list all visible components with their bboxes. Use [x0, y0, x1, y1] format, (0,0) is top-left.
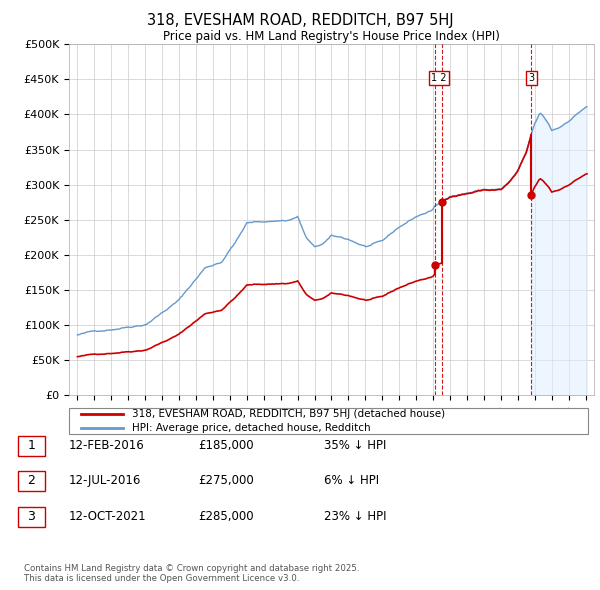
Text: 23% ↓ HPI: 23% ↓ HPI: [324, 510, 386, 523]
Title: Price paid vs. HM Land Registry's House Price Index (HPI): Price paid vs. HM Land Registry's House …: [163, 30, 500, 43]
Text: 6% ↓ HPI: 6% ↓ HPI: [324, 474, 379, 487]
Text: Contains HM Land Registry data © Crown copyright and database right 2025.
This d: Contains HM Land Registry data © Crown c…: [24, 563, 359, 583]
Text: 2: 2: [28, 474, 35, 487]
Text: 1 2: 1 2: [431, 73, 446, 83]
Text: £275,000: £275,000: [198, 474, 254, 487]
Text: 1: 1: [28, 439, 35, 452]
Text: £185,000: £185,000: [198, 439, 254, 452]
Text: 3: 3: [528, 73, 534, 83]
Text: 12-JUL-2016: 12-JUL-2016: [69, 474, 142, 487]
Text: 35% ↓ HPI: 35% ↓ HPI: [324, 439, 386, 452]
Text: 318, EVESHAM ROAD, REDDITCH, B97 5HJ: 318, EVESHAM ROAD, REDDITCH, B97 5HJ: [146, 13, 454, 28]
Text: 12-FEB-2016: 12-FEB-2016: [69, 439, 145, 452]
Text: 3: 3: [28, 510, 35, 523]
Text: 12-OCT-2021: 12-OCT-2021: [69, 510, 146, 523]
Text: £285,000: £285,000: [198, 510, 254, 523]
Text: 318, EVESHAM ROAD, REDDITCH, B97 5HJ (detached house): 318, EVESHAM ROAD, REDDITCH, B97 5HJ (de…: [132, 409, 445, 419]
Text: HPI: Average price, detached house, Redditch: HPI: Average price, detached house, Redd…: [132, 423, 371, 433]
